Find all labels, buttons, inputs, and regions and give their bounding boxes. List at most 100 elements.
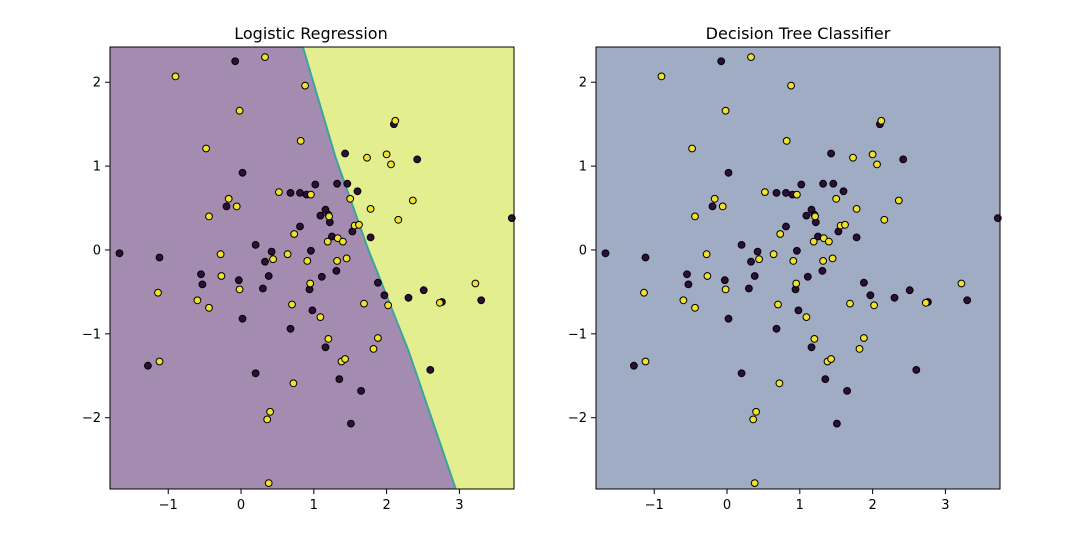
data-point-class1-7	[216, 250, 225, 259]
data-point-class1-21	[289, 379, 298, 388]
data-point-class0-41	[852, 233, 861, 242]
data-point-class0-34	[821, 375, 830, 384]
data-point-class1-13	[747, 53, 755, 61]
data-point-class0-15	[267, 247, 276, 256]
data-point-class1-24	[787, 81, 795, 90]
data-point-class0-25	[316, 211, 325, 220]
data-point-class1-38	[832, 194, 841, 203]
data-point-class0-13	[261, 257, 269, 266]
data-point-class1-23	[296, 137, 305, 145]
data-point-class1-50	[394, 215, 403, 224]
x-tick-label: 2	[382, 498, 390, 513]
data-point-class1-43	[852, 205, 861, 213]
data-point-class1-11	[235, 106, 244, 115]
data-point-class1-4	[688, 144, 696, 153]
data-point-class0-50	[963, 296, 972, 305]
data-point-class0-40	[843, 387, 851, 395]
data-point-class0-25	[802, 211, 811, 220]
data-point-class0-51	[993, 214, 1002, 223]
data-point-class0-46	[413, 155, 422, 164]
data-point-class1-46	[868, 150, 877, 159]
data-point-class0-1	[144, 361, 152, 370]
x-tick-label: −1	[645, 498, 664, 513]
data-point-class0-42	[374, 278, 382, 287]
data-point-class1-36	[341, 355, 350, 363]
data-point-class0-12	[259, 284, 267, 293]
y-tick-label: −1	[82, 327, 101, 342]
scatter-points-decision-tree	[601, 53, 1002, 488]
data-point-class0-26	[317, 272, 326, 281]
data-point-class1-8	[703, 272, 712, 280]
data-point-class1-52	[435, 298, 444, 307]
data-point-class1-19	[769, 250, 778, 259]
data-point-class0-40	[357, 387, 366, 395]
y-tick-label: 0	[579, 243, 587, 258]
data-point-class0-28	[321, 343, 330, 352]
y-axis-decision-tree: −2 −1 0 1 2	[568, 76, 596, 426]
data-point-class0-23	[308, 306, 317, 315]
data-point-class0-50	[477, 296, 486, 305]
data-point-class0-9	[724, 314, 733, 323]
data-point-class1-52	[921, 298, 930, 307]
x-tick-label: 0	[723, 498, 731, 513]
data-point-class1-22	[776, 230, 785, 238]
data-point-class1-44	[369, 345, 378, 353]
data-point-class0-16	[772, 189, 781, 197]
data-point-class0-6	[231, 57, 240, 66]
data-point-class1-25	[303, 257, 312, 265]
data-point-class1-22	[290, 230, 299, 238]
data-point-class1-26	[792, 279, 801, 288]
data-point-class1-3	[679, 296, 688, 305]
x-tick-label: 1	[796, 498, 804, 513]
data-point-class0-33	[333, 179, 342, 188]
data-point-class0-3	[683, 270, 691, 279]
data-point-class1-29	[323, 237, 332, 246]
y-tick-label: 2	[579, 76, 587, 91]
x-tick-label: 0	[237, 498, 245, 513]
data-point-class0-47	[905, 286, 914, 295]
y-tick-label: 2	[93, 76, 101, 91]
data-point-class1-21	[775, 379, 784, 388]
x-axis-decision-tree: −1 0 1 2 3	[645, 489, 950, 513]
data-point-class1-27	[793, 190, 801, 199]
data-point-class1-10	[232, 202, 241, 211]
data-point-class1-31	[325, 212, 334, 221]
data-point-class1-8	[217, 272, 226, 280]
data-point-class1-50	[880, 215, 889, 224]
data-point-class0-48	[912, 366, 921, 374]
data-point-class1-16	[266, 407, 275, 416]
x-tick-label: 3	[941, 498, 949, 513]
data-point-class0-18	[296, 222, 304, 231]
data-point-class1-9	[224, 194, 233, 203]
data-point-class0-45	[890, 293, 899, 302]
data-point-class0-42	[860, 278, 868, 287]
data-point-class0-39	[353, 187, 362, 196]
data-point-class0-2	[641, 253, 650, 262]
data-point-class1-36	[827, 355, 835, 363]
data-point-class1-6	[205, 212, 213, 221]
data-point-class0-7	[234, 276, 243, 285]
data-point-class0-8	[238, 168, 247, 177]
data-point-class1-7	[702, 250, 711, 259]
data-point-class1-4	[202, 144, 211, 153]
data-point-class1-15	[264, 479, 273, 488]
data-point-class0-17	[286, 324, 295, 333]
data-point-class0-16	[286, 189, 295, 197]
data-point-class0-35	[341, 149, 350, 158]
data-point-class1-45	[374, 334, 382, 342]
data-point-class0-4	[198, 280, 207, 289]
data-point-class0-37	[833, 419, 841, 428]
data-point-class1-14	[263, 415, 272, 424]
data-point-class0-22	[307, 246, 315, 255]
data-point-class0-5	[708, 202, 717, 211]
data-point-class1-32	[819, 257, 827, 265]
data-point-class0-43	[380, 291, 389, 300]
data-point-class1-37	[828, 254, 837, 263]
decision-region-class0	[110, 47, 456, 489]
data-point-class1-17	[755, 255, 763, 264]
data-point-class1-20	[288, 300, 296, 309]
data-point-class0-15	[753, 247, 762, 256]
data-point-class1-18	[761, 188, 769, 197]
data-point-class0-1	[630, 361, 638, 370]
